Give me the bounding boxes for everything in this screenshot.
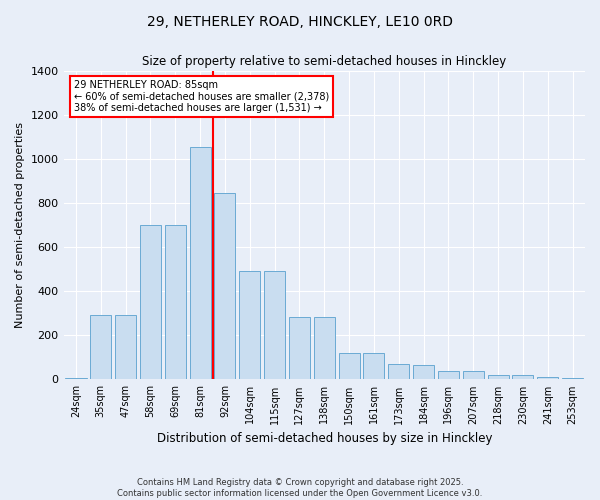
Bar [364, 353, 385, 380]
Bar [512, 375, 533, 380]
Bar [314, 316, 335, 380]
Bar [338, 352, 359, 380]
Bar [562, 378, 583, 380]
Text: 29, NETHERLEY ROAD, HINCKLEY, LE10 0RD: 29, NETHERLEY ROAD, HINCKLEY, LE10 0RD [147, 15, 453, 29]
Bar [388, 364, 409, 380]
Bar [115, 315, 136, 380]
Bar [488, 374, 509, 380]
Bar [90, 315, 112, 380]
Bar [140, 225, 161, 380]
Title: Size of property relative to semi-detached houses in Hinckley: Size of property relative to semi-detach… [142, 55, 506, 68]
Bar [190, 146, 211, 380]
Bar [214, 193, 235, 380]
Bar [537, 378, 559, 380]
Bar [289, 316, 310, 380]
Bar [239, 270, 260, 380]
Bar [65, 378, 86, 380]
Bar [463, 372, 484, 380]
Text: Contains HM Land Registry data © Crown copyright and database right 2025.
Contai: Contains HM Land Registry data © Crown c… [118, 478, 482, 498]
Bar [438, 372, 459, 380]
Y-axis label: Number of semi-detached properties: Number of semi-detached properties [15, 122, 25, 328]
Bar [165, 225, 186, 380]
Text: 29 NETHERLEY ROAD: 85sqm
← 60% of semi-detached houses are smaller (2,378)
38% o: 29 NETHERLEY ROAD: 85sqm ← 60% of semi-d… [74, 80, 329, 113]
Bar [413, 365, 434, 380]
X-axis label: Distribution of semi-detached houses by size in Hinckley: Distribution of semi-detached houses by … [157, 432, 492, 445]
Bar [264, 272, 285, 380]
